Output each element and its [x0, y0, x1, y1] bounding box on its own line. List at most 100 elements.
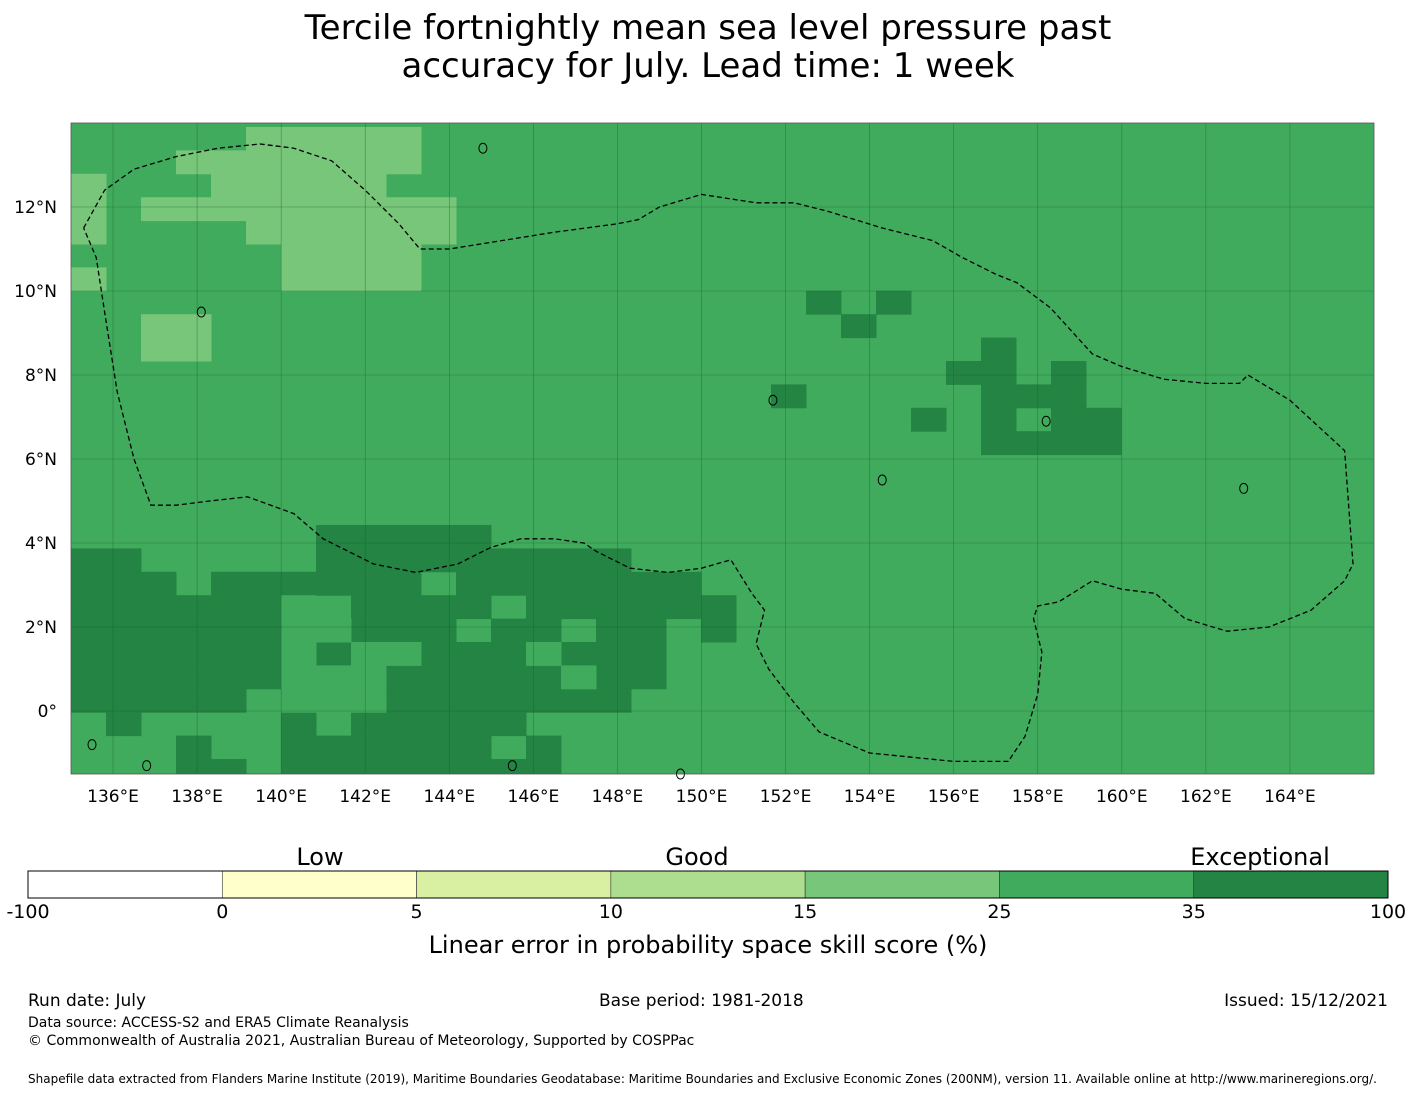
skill-cell [1086, 431, 1122, 456]
skill-cell [561, 548, 597, 573]
skill-cell [71, 642, 107, 666]
skill-cell [176, 197, 212, 222]
lon-tick-label: 152°E [760, 787, 812, 807]
lat-tick-label: 10°N [14, 282, 57, 302]
skill-cell [351, 571, 387, 596]
skill-cell [1051, 407, 1087, 432]
skill-cell [71, 571, 107, 596]
skill-cell [106, 618, 142, 643]
skill-cell [351, 595, 387, 620]
island-outline [196, 306, 206, 318]
skill-cell [351, 642, 387, 666]
skill-cell [421, 220, 457, 245]
skill-cell [106, 595, 142, 620]
lon-tick-label: 150°E [676, 787, 728, 807]
skill-cell [211, 642, 247, 666]
skill-cell [386, 267, 422, 292]
skill-cell [316, 571, 352, 596]
lon-tick-label: 146°E [508, 787, 560, 807]
skill-cell [71, 595, 107, 620]
skill-cell [701, 595, 737, 620]
skill-cell [281, 197, 317, 222]
copyright-notice: © Commonwealth of Australia 2021, Austra… [28, 1033, 695, 1049]
skill-cell [526, 735, 562, 760]
lon-tick-label: 160°E [1096, 787, 1148, 807]
island-outline [507, 760, 517, 772]
lon-tick-label: 164°E [1264, 787, 1316, 807]
skill-cell [176, 735, 212, 760]
skill-cell [491, 688, 527, 713]
skill-cell [211, 618, 247, 643]
skill-cell [666, 595, 702, 620]
skill-cell [1051, 361, 1087, 385]
lon-tick-label: 140°E [255, 787, 307, 807]
skill-cell [631, 642, 667, 666]
skill-cell [106, 688, 142, 713]
skill-cell [526, 595, 562, 620]
graticule [71, 123, 1374, 774]
skill-cell [386, 688, 422, 713]
skill-cell [141, 337, 177, 362]
lon-tick-label: 148°E [592, 787, 644, 807]
skill-cell [71, 267, 107, 292]
skill-cell [351, 150, 387, 175]
skill-cell [491, 665, 527, 690]
lat-tick-label: 6°N [25, 450, 57, 470]
skill-cell [141, 665, 177, 690]
skill-cell [351, 688, 387, 713]
skill-cell [421, 197, 457, 222]
colorbar-tick-label: -100 [6, 901, 50, 923]
skill-cell [141, 571, 177, 596]
skill-cell [351, 665, 387, 690]
skill-cell [141, 642, 177, 666]
skill-cell [596, 665, 632, 690]
skill-cell [246, 642, 282, 666]
skill-cell [561, 642, 597, 666]
lon-tick-label: 144°E [423, 787, 475, 807]
skill-cell [281, 173, 317, 198]
skill-cell [246, 618, 282, 643]
skill-cell [351, 525, 387, 549]
skill-cell [211, 571, 247, 596]
map-title-line2: accuracy for July. Lead time: 1 week [401, 46, 1015, 86]
skill-cell [386, 197, 422, 222]
latitude-tick-labels: 12°N 10°N 8°N 6°N 4°N 2°N 0° [14, 198, 57, 722]
skill-cell [106, 642, 142, 666]
skill-cell [631, 595, 667, 620]
skill-cell [421, 735, 457, 760]
skill-cell [561, 688, 597, 713]
skill-cell [316, 548, 352, 573]
skill-cell [911, 407, 947, 432]
skill-cell [631, 665, 667, 690]
skill-cell [176, 688, 212, 713]
skill-cell [561, 595, 597, 620]
colorbar [27, 870, 1389, 899]
skill-cell [106, 571, 142, 596]
skill-cell [491, 571, 527, 596]
skill-cell [386, 525, 422, 549]
skill-cell [841, 314, 877, 339]
island-outline [768, 394, 778, 406]
colorbar-tick-label: 0 [216, 901, 229, 923]
skill-cell [386, 618, 422, 643]
skill-cell [701, 618, 737, 643]
skill-cell [141, 618, 177, 643]
colorbar-category-low: Low [296, 843, 344, 871]
skill-cell [106, 665, 142, 690]
skill-cell [421, 525, 457, 549]
skill-cell [316, 688, 352, 713]
skill-cell [386, 220, 422, 245]
skill-cell [806, 290, 842, 315]
skill-cell [666, 571, 702, 596]
skill-cell [386, 548, 422, 573]
skill-cell [176, 595, 212, 620]
shapefile-credit: Shapefile data extracted from Flanders M… [28, 1072, 1377, 1086]
skill-cell [351, 735, 387, 760]
skill-cell [71, 618, 107, 643]
skill-cell [386, 735, 422, 760]
skill-cell [596, 618, 632, 643]
skill-cell [491, 712, 527, 737]
skill-cell [526, 642, 562, 666]
skill-cell [421, 618, 457, 643]
skill-cell [141, 197, 177, 222]
